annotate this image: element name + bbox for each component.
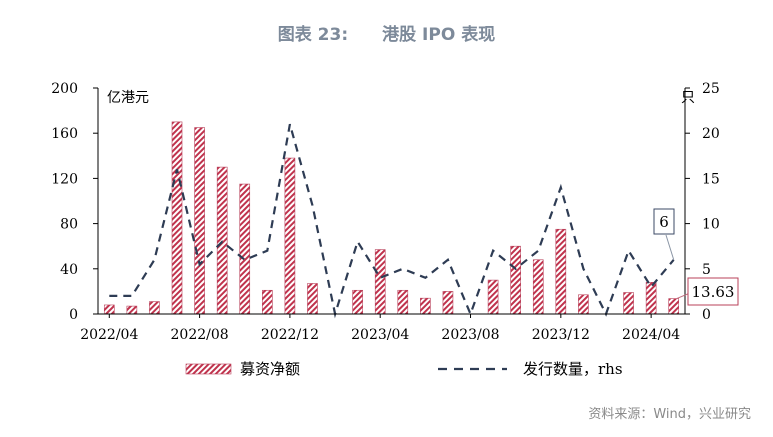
left-tick-label-80: 80 (60, 217, 78, 233)
left-tick-label-0: 0 (69, 307, 78, 323)
bar-2022/06 (149, 301, 160, 315)
bar-2022/12 (284, 157, 296, 315)
left-tick-label-200: 200 (51, 81, 78, 97)
right-axis-unit: 只 (681, 90, 695, 106)
bar-2022/07 (171, 121, 183, 315)
line-series-issuance-count (109, 123, 675, 319)
plot-area: 0 40 80 120 160 200 0 5 10 15 20 25 亿港元 只 2022/04 2022/… (51, 81, 739, 378)
x-tick-label-2022/12: 2022/12 (261, 327, 319, 343)
left-tick-label-160: 160 (51, 126, 78, 142)
figure-title-text: 港股 IPO 表现 (382, 25, 496, 45)
legend-swatch-bar (185, 363, 232, 375)
bar-2022/04 (103, 304, 115, 315)
bar-2022/08 (194, 127, 205, 315)
legend-label-bar: 募资净额 (240, 360, 300, 378)
figure-title: 图表 23: 港股 IPO 表现 (0, 20, 773, 45)
right-tick-label-25: 25 (702, 81, 720, 97)
x-tick-label-2023/04: 2023/04 (351, 327, 409, 343)
x-tick-label-2024/04: 2024/04 (622, 327, 680, 343)
bar-2024/04 (645, 282, 657, 315)
bar-2023/04 (374, 249, 386, 315)
source-note: 资料来源：Wind，兴业研究 (588, 407, 751, 422)
right-tick-label-15: 15 (702, 171, 720, 187)
left-tick-label-40: 40 (60, 262, 78, 278)
bar-2023/11 (532, 259, 544, 315)
bar-2023/05 (397, 289, 409, 315)
right-tick-label-10: 10 (702, 217, 720, 233)
bar-2024/01 (578, 294, 589, 315)
bar-2023/12 (555, 228, 567, 315)
x-tick-label-2023/08: 2023/08 (441, 327, 499, 343)
legend-label-line: 发行数量，rhs (523, 360, 623, 378)
annotation-box-count (653, 208, 675, 235)
left-axis-unit: 亿港元 (107, 90, 149, 106)
bar-2023/01 (307, 283, 318, 315)
bar-2022/10 (239, 183, 251, 315)
right-tick-label-20: 20 (702, 126, 720, 142)
bar-2022/05 (126, 305, 138, 315)
bar-2023/10 (510, 245, 521, 315)
bar-2022/11 (262, 289, 273, 315)
x-tick-label-2023/12: 2023/12 (532, 327, 590, 343)
bar-2023/07 (442, 291, 454, 315)
figure-label: 图表 23: (277, 25, 349, 45)
annotation-box-amount (687, 277, 739, 306)
annotation-leader-count (665, 234, 675, 260)
bar-2023/03 (352, 289, 363, 315)
right-tick-label-5: 5 (702, 262, 711, 278)
x-tick-label-2022/04: 2022/04 (80, 327, 138, 343)
right-tick-label-0: 0 (702, 307, 711, 323)
left-tick-label-120: 120 (51, 171, 78, 187)
bar-2024/05 (668, 298, 680, 315)
bar-2024/03 (623, 292, 634, 315)
annotation-label-amount: 13.63 (692, 283, 735, 301)
x-tick-label-2022/08: 2022/08 (171, 327, 229, 343)
annotation-label-count: 6 (659, 213, 669, 231)
bar-2023/06 (420, 297, 431, 315)
bar-2023/09 (487, 279, 499, 315)
